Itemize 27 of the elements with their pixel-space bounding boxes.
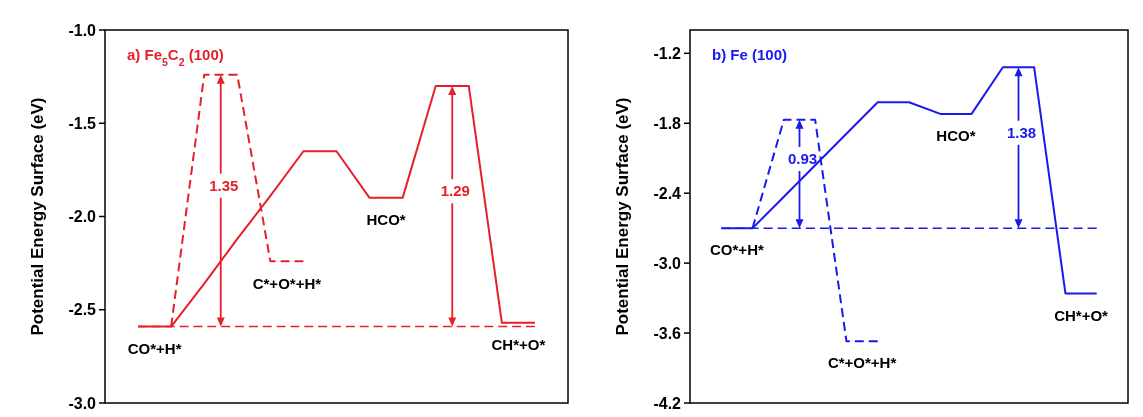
y-axis-title: Potential Energy Surface (eV) [28, 97, 47, 336]
data-label: CO*+H* [710, 241, 764, 259]
y-tick-label: -3.0 [68, 394, 97, 412]
y-tick-label: -1.5 [68, 114, 97, 132]
y-tick-label: -4.2 [653, 394, 682, 412]
y-tick-label: -3.6 [653, 324, 682, 342]
y-tick-label: -1.2 [653, 44, 682, 62]
annotation: 1.35 [209, 176, 239, 194]
y-tick-label: -2.0 [68, 208, 97, 226]
data-label: C*+O*+H* [827, 354, 897, 372]
y-tick-label: -1.0 [68, 21, 97, 39]
y-tick-label: -3.0 [653, 254, 682, 272]
text: b) Fe (100) [712, 46, 788, 63]
data-label: CH*+O* [491, 336, 546, 354]
data-label: HCO* [366, 211, 406, 229]
y-tick-label: -2.5 [68, 301, 97, 319]
y-tick-label: -2.4 [653, 184, 682, 202]
data-label: CO*+H* [127, 339, 182, 357]
data-label: C*+O*+H* [252, 274, 322, 292]
text: a) Fe$_{5}$C$_{2}$ (100) [127, 46, 224, 68]
annotation: 0.93 [787, 150, 818, 168]
y-tick-label: -1.8 [653, 114, 682, 132]
data-label: HCO* [936, 127, 976, 145]
annotation: 1.38 [1006, 123, 1037, 141]
data-label: CH*+O* [1054, 306, 1109, 324]
annotation: 1.29 [440, 182, 470, 200]
y-axis-title: Potential Energy Surface (eV) [613, 97, 632, 336]
